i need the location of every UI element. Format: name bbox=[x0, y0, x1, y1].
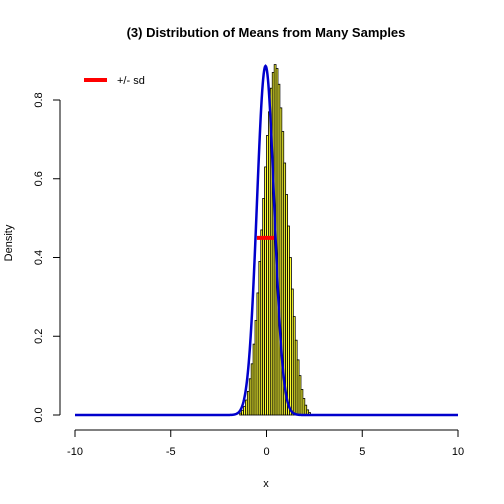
y-tick-label: 0.6 bbox=[33, 171, 45, 186]
x-tick-label: 0 bbox=[263, 446, 269, 458]
y-axis-label: Density bbox=[3, 224, 15, 261]
y-tick-label: 0.2 bbox=[33, 329, 45, 344]
legend-label: +/- sd bbox=[117, 75, 145, 87]
x-axis: -10 -5 0 5 10 bbox=[67, 429, 464, 458]
chart-title: (3) Distribution of Means from Many Samp… bbox=[127, 25, 406, 40]
y-tick-label: 0.8 bbox=[33, 92, 45, 107]
x-tick-label: 5 bbox=[359, 446, 365, 458]
legend: +/- sd bbox=[84, 75, 145, 87]
x-tick-label: 10 bbox=[452, 446, 464, 458]
x-axis-label: x bbox=[263, 478, 269, 490]
y-tick-label: 0.0 bbox=[33, 407, 45, 422]
y-axis: 0.0 0.2 0.4 0.6 0.8 bbox=[33, 92, 61, 423]
y-tick-label: 0.4 bbox=[33, 250, 45, 265]
x-tick-label: -5 bbox=[166, 446, 176, 458]
density-curve bbox=[75, 64, 458, 417]
x-tick-label: -10 bbox=[67, 446, 83, 458]
